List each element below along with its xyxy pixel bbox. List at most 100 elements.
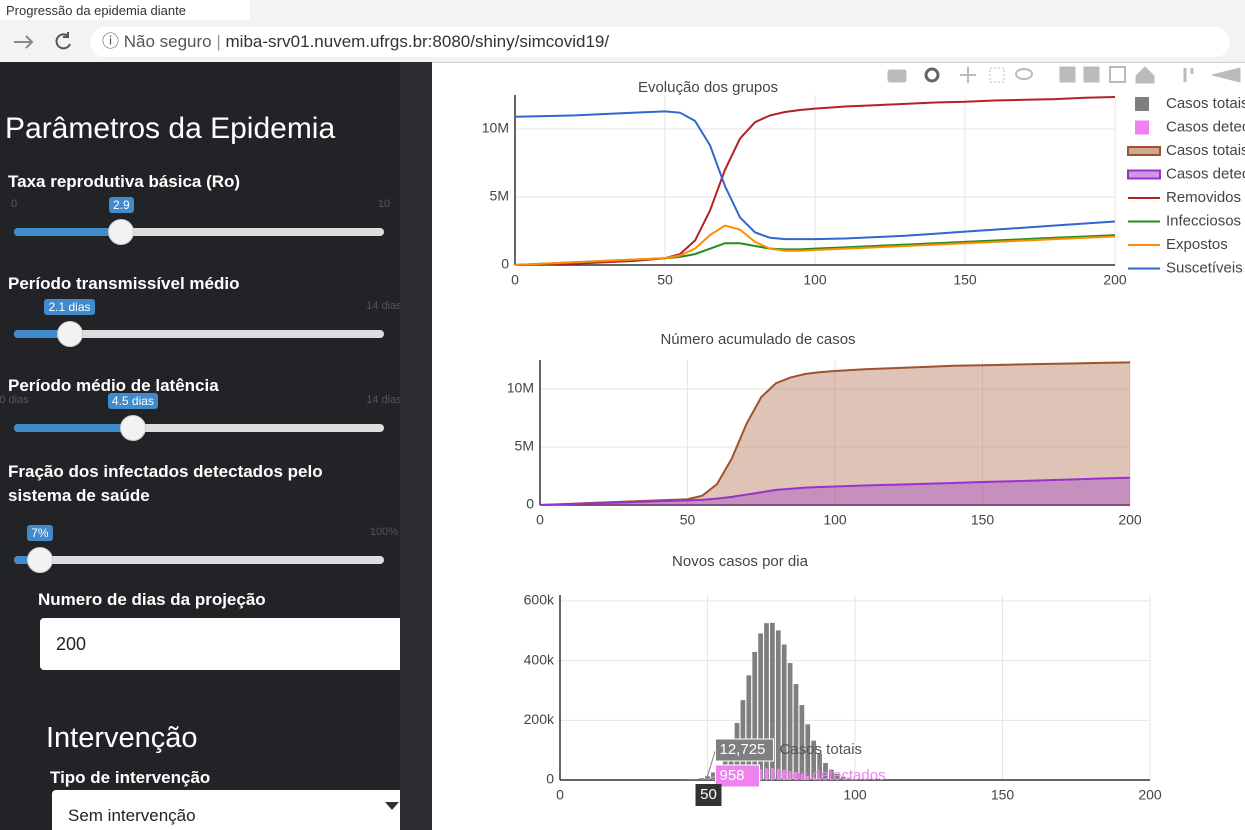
slider-track — [14, 556, 384, 564]
hover-pointer — [707, 749, 716, 777]
autoscale-icon[interactable] — [1109, 66, 1126, 83]
bar — [729, 777, 733, 780]
camera-icon[interactable] — [887, 69, 907, 83]
x-tick-label: 150 — [953, 272, 977, 288]
bar — [840, 776, 846, 780]
sidebar-title: Parâmetros da Epidemia — [5, 112, 336, 145]
lasso-icon[interactable] — [1015, 68, 1033, 80]
bar — [735, 775, 739, 780]
bar — [693, 779, 699, 780]
y-tick-label: 5M — [515, 438, 534, 454]
legend-label: Infecciosos — [1166, 212, 1241, 229]
slider-value: 2.1 dias — [40, 298, 100, 316]
y-tick-label: 400k — [524, 651, 555, 667]
days-input[interactable]: 200 — [40, 618, 400, 670]
x-tick-label: 200 — [1138, 787, 1162, 803]
slider-tick-label: 14 dias — [366, 300, 400, 312]
slider-handle[interactable] — [56, 321, 83, 347]
sidebar: Parâmetros da Epidemia Taxa reprodutiva b… — [0, 62, 400, 830]
slider-tick-label: 0 dias — [0, 394, 29, 406]
y-tick-label: 200k — [524, 711, 555, 727]
intervention-select[interactable]: Sem intervenção — [52, 790, 400, 830]
x-tick-label: 200 — [1103, 272, 1127, 288]
bar — [812, 777, 816, 780]
bar — [829, 779, 833, 780]
bar — [740, 700, 746, 780]
bar — [775, 630, 781, 780]
slider-fill — [14, 228, 122, 236]
bar — [747, 772, 751, 780]
y-tick-label: 0 — [526, 496, 534, 512]
slider-handle[interactable] — [108, 219, 135, 245]
bar — [765, 768, 768, 780]
bar — [852, 779, 858, 780]
line-series — [514, 110, 1116, 241]
slider-handle[interactable] — [26, 547, 53, 573]
bar — [788, 771, 792, 780]
y-tick-label: 5M — [490, 188, 509, 204]
bar — [781, 644, 787, 780]
browser-chrome: Progressão da epidemia diante ⓘ Não segu… — [0, 0, 1245, 63]
bar — [834, 773, 840, 780]
bar — [782, 769, 786, 780]
tab-title[interactable]: Progressão da epidemia diante — [0, 0, 250, 20]
section-title: Intervenção — [46, 722, 198, 754]
security-label: Não seguro — [123, 32, 212, 51]
select-icon[interactable] — [989, 67, 1005, 83]
reset-icon[interactable] — [1135, 66, 1155, 84]
bar — [741, 773, 745, 780]
slider-track — [14, 228, 384, 236]
zoom-out-icon[interactable] — [1083, 66, 1100, 83]
reload-button[interactable] — [55, 32, 71, 50]
legend-symbol — [1127, 169, 1161, 180]
info-icon: ⓘ — [102, 32, 119, 51]
slider-label: Período transmissível médio — [8, 274, 240, 293]
y-tick-label: 0 — [501, 256, 509, 272]
bar — [770, 622, 775, 780]
slider-value-badge: 7% — [27, 525, 53, 541]
hover-name: Casos totais — [780, 741, 863, 758]
x-tick-label: 50 — [680, 512, 696, 528]
chart-title: Número acumulado de casos — [660, 331, 855, 348]
input-label: Numero de dias da projeção — [38, 590, 266, 609]
hover-box — [715, 764, 760, 788]
slider-tick-label: 14 dias — [366, 394, 400, 406]
line-series — [514, 234, 1116, 266]
slider-label: Período médio de latência — [8, 376, 219, 395]
legend-label: Removidos — [1166, 189, 1241, 206]
bar — [752, 651, 758, 780]
legend-symbol — [1127, 146, 1161, 156]
nav-buttons — [14, 32, 71, 50]
chart-title: Novos casos por dia — [672, 553, 809, 570]
legend-label: Casos totais — [1166, 142, 1245, 159]
address-bar[interactable]: ⓘ Não seguro | miba-srv01.nuvem.ufrgs.br… — [90, 27, 1230, 57]
select-label: Tipo de intervenção — [50, 768, 211, 787]
x-tick-label: 50 — [657, 272, 673, 288]
forward-button[interactable] — [14, 35, 34, 49]
x-tick-label: 100 — [803, 272, 827, 288]
spike-icon[interactable] — [1183, 68, 1194, 82]
slider-value-badge: 2.9 — [108, 197, 134, 213]
bar — [716, 766, 722, 780]
bar — [759, 768, 763, 780]
zoom-icon[interactable] — [924, 67, 940, 83]
zoom-in-icon[interactable] — [1059, 66, 1076, 83]
slider-value-badge: 2.1 dias — [44, 299, 95, 315]
x-tick-label: 0 — [556, 787, 564, 803]
bar — [753, 770, 757, 780]
slider-value: 4.5 dias — [103, 392, 163, 410]
area-fill — [540, 362, 1130, 505]
slider-value-badge: 4.5 dias — [107, 393, 158, 409]
y-tick-label: 10M — [507, 380, 534, 396]
line-series — [514, 224, 1116, 266]
bar — [728, 741, 734, 780]
bar — [770, 768, 774, 780]
pan-icon[interactable] — [960, 67, 976, 83]
hover-icon[interactable] — [1211, 67, 1241, 83]
bar — [758, 633, 763, 780]
slider-handle[interactable] — [119, 415, 146, 441]
x-tick-label: 0 — [511, 272, 519, 288]
hover-value: 958 — [720, 767, 745, 784]
legend-symbol — [1135, 97, 1149, 111]
bar — [811, 740, 817, 780]
